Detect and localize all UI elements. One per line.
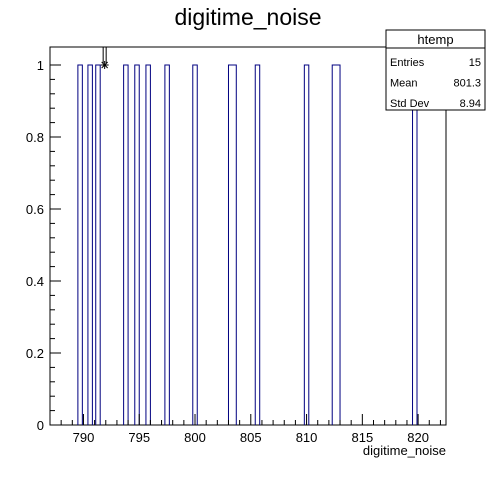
y-tick-label: 1 bbox=[37, 58, 44, 73]
x-tick-label: 810 bbox=[296, 430, 318, 445]
stats-label: Std Dev bbox=[390, 98, 430, 110]
stats-box bbox=[385, 29, 486, 111]
x-tick-label: 800 bbox=[184, 430, 206, 445]
histogram-bin bbox=[192, 64, 198, 425]
star-marker bbox=[100, 61, 109, 69]
stats-box-title: htemp bbox=[417, 32, 453, 47]
histogram-bin bbox=[227, 64, 237, 425]
y-tick-label: 0.2 bbox=[26, 346, 44, 361]
x-tick-label: 805 bbox=[240, 430, 262, 445]
x-tick-label: 790 bbox=[73, 430, 95, 445]
stats-value: 15 bbox=[469, 57, 481, 69]
histogram-bin bbox=[303, 64, 310, 425]
stats-label: Entries bbox=[390, 57, 425, 69]
marker-pointer-line bbox=[102, 47, 107, 63]
y-tick-label: 0.6 bbox=[26, 202, 44, 217]
x-tick-label: 820 bbox=[407, 430, 429, 445]
y-tick-label: 0.4 bbox=[26, 274, 44, 289]
histogram-bin bbox=[145, 64, 151, 425]
x-tick-label: 795 bbox=[128, 430, 150, 445]
plot-frame bbox=[49, 46, 447, 426]
histogram-bin bbox=[95, 64, 101, 425]
x-axis-label: digitime_noise bbox=[363, 443, 446, 458]
histogram-bin bbox=[164, 64, 170, 425]
histogram-bin bbox=[134, 64, 140, 425]
histogram-bin bbox=[123, 64, 129, 425]
chart-title: digitime_noise bbox=[174, 4, 321, 30]
stats-value: 801.3 bbox=[453, 78, 481, 90]
stats-value: 8.94 bbox=[460, 98, 481, 110]
histogram-bin bbox=[412, 64, 418, 425]
histogram-bin bbox=[254, 64, 261, 425]
histogram-bin bbox=[331, 64, 341, 425]
histogram-bin bbox=[87, 64, 93, 425]
y-tick-label: 0.8 bbox=[26, 130, 44, 145]
stats-label: Mean bbox=[390, 78, 418, 90]
histogram-bin bbox=[77, 64, 83, 425]
x-tick-label: 815 bbox=[351, 430, 373, 445]
y-tick-label: 0 bbox=[37, 418, 44, 433]
